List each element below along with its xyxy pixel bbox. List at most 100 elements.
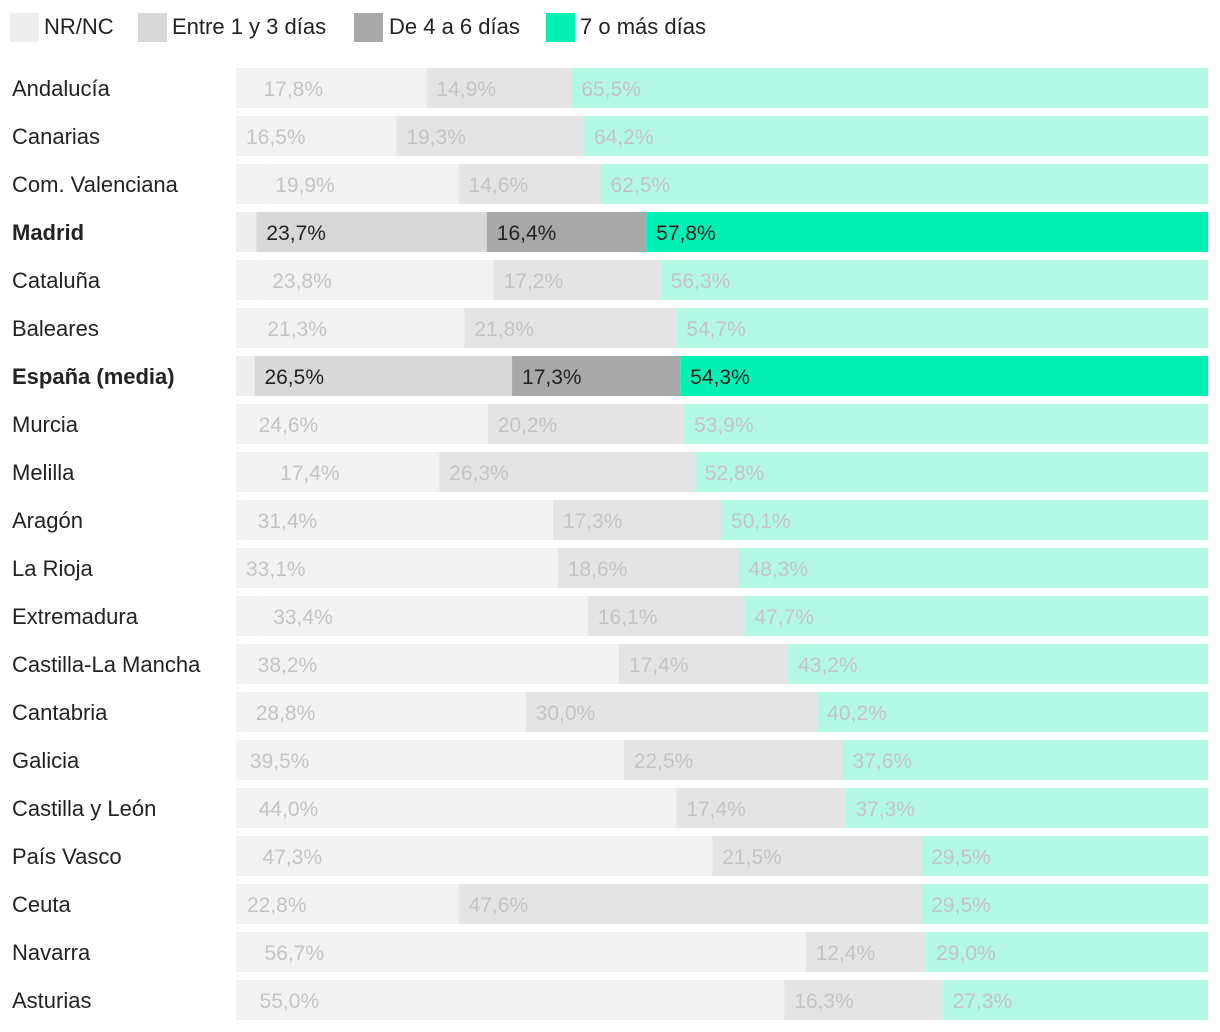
bar-7-o-mas-dias-com-valenciana xyxy=(600,164,1208,204)
value-label-entre-1-y-3-dias-castilla-y-leon: 44,0% xyxy=(259,798,319,821)
bar-entre-1-y-3-dias-murcia xyxy=(248,404,488,444)
value-label-de-4-a-6-dias-asturias: 16,3% xyxy=(794,990,854,1013)
bar-entre-1-y-3-dias-canarias xyxy=(236,116,397,156)
category-label-galicia: Galicia xyxy=(12,748,80,773)
bar-7-o-mas-dias-galicia xyxy=(842,740,1208,780)
bar-nr-nc-castilla-la-mancha xyxy=(236,644,248,684)
bar-entre-1-y-3-dias-castilla-la-mancha xyxy=(247,644,619,684)
bar-de-4-a-6-dias-com-valenciana xyxy=(458,164,601,204)
bar-7-o-mas-dias-cataluna xyxy=(660,260,1208,300)
bar-entre-1-y-3-dias-andalucia xyxy=(253,68,427,108)
bar-entre-1-y-3-dias-cataluna xyxy=(262,260,494,300)
value-label-entre-1-y-3-dias-espana-media: 26,5% xyxy=(264,366,324,389)
value-label-7-o-mas-dias-canarias: 64,2% xyxy=(594,126,654,149)
category-label-melilla: Melilla xyxy=(12,460,75,485)
bar-7-o-mas-dias-asturias xyxy=(942,980,1208,1020)
value-label-de-4-a-6-dias-castilla-la-mancha: 17,4% xyxy=(629,654,689,677)
value-label-7-o-mas-dias-la-rioja: 48,3% xyxy=(749,558,809,581)
category-label-canarias: Canarias xyxy=(12,124,100,149)
value-label-7-o-mas-dias-melilla: 52,8% xyxy=(705,462,765,485)
value-label-entre-1-y-3-dias-aragon: 31,4% xyxy=(258,510,318,533)
bar-7-o-mas-dias-extremadura xyxy=(744,596,1208,636)
bar-entre-1-y-3-dias-extremadura xyxy=(263,596,588,636)
bar-nr-nc-cataluna xyxy=(236,260,263,300)
category-label-aragon: Aragón xyxy=(12,508,83,533)
bar-nr-nc-galicia xyxy=(236,740,240,780)
bar-de-4-a-6-dias-andalucia xyxy=(426,68,572,108)
bar-entre-1-y-3-dias-la-rioja xyxy=(236,548,558,588)
bar-7-o-mas-dias-madrid xyxy=(646,212,1208,252)
bar-7-o-mas-dias-castilla-y-leon xyxy=(845,788,1208,828)
bar-de-4-a-6-dias-pais-vasco xyxy=(712,836,922,876)
value-label-7-o-mas-dias-murcia: 53,9% xyxy=(694,414,754,437)
value-label-entre-1-y-3-dias-andalucia: 17,8% xyxy=(263,78,323,101)
bar-de-4-a-6-dias-baleares xyxy=(464,308,677,348)
value-label-entre-1-y-3-dias-melilla: 17,4% xyxy=(280,462,340,485)
category-label-andalucia: Andalucía xyxy=(12,76,111,101)
value-label-7-o-mas-dias-asturias: 27,3% xyxy=(953,990,1013,1013)
bar-entre-1-y-3-dias-asturias xyxy=(249,980,785,1020)
bar-de-4-a-6-dias-melilla xyxy=(439,452,695,492)
value-label-de-4-a-6-dias-melilla: 26,3% xyxy=(449,462,509,485)
bar-de-4-a-6-dias-castilla-y-leon xyxy=(676,788,846,828)
value-label-de-4-a-6-dias-cataluna: 17,2% xyxy=(504,270,564,293)
value-label-entre-1-y-3-dias-ceuta: 22,8% xyxy=(247,894,307,917)
value-label-entre-1-y-3-dias-madrid: 23,7% xyxy=(266,222,326,245)
bar-entre-1-y-3-dias-com-valenciana xyxy=(265,164,459,204)
value-label-de-4-a-6-dias-pais-vasco: 21,5% xyxy=(722,846,782,869)
category-label-ceuta: Ceuta xyxy=(12,892,71,917)
legend-label-entre-1-y-3-dias: Entre 1 y 3 días xyxy=(172,14,326,39)
category-label-pais-vasco: País Vasco xyxy=(12,844,122,869)
value-label-entre-1-y-3-dias-cataluna: 23,8% xyxy=(272,270,332,293)
bar-nr-nc-extremadura xyxy=(236,596,264,636)
value-label-de-4-a-6-dias-la-rioja: 18,6% xyxy=(568,558,628,581)
bar-nr-nc-melilla xyxy=(236,452,271,492)
legend-swatch-entre-1-y-3-dias xyxy=(138,13,167,42)
bar-7-o-mas-dias-la-rioja xyxy=(738,548,1208,588)
value-label-entre-1-y-3-dias-cantabria: 28,8% xyxy=(256,702,316,725)
value-label-de-4-a-6-dias-aragon: 17,3% xyxy=(563,510,623,533)
bar-nr-nc-navarra xyxy=(236,932,255,972)
value-label-de-4-a-6-dias-baleares: 21,8% xyxy=(474,318,534,341)
bar-entre-1-y-3-dias-aragon xyxy=(247,500,553,540)
bar-de-4-a-6-dias-navarra xyxy=(805,932,927,972)
category-label-espana-media: España (media) xyxy=(12,364,175,389)
bar-7-o-mas-dias-canarias xyxy=(583,116,1208,156)
bar-entre-1-y-3-dias-madrid xyxy=(256,212,487,252)
bar-nr-nc-madrid xyxy=(236,212,257,252)
value-label-de-4-a-6-dias-com-valenciana: 14,6% xyxy=(469,174,529,197)
bar-nr-nc-cantabria xyxy=(236,692,246,732)
bar-de-4-a-6-dias-asturias xyxy=(784,980,943,1020)
legend-swatch-nr-nc xyxy=(10,13,39,42)
bar-nr-nc-andalucia xyxy=(236,68,254,108)
value-label-entre-1-y-3-dias-castilla-la-mancha: 38,2% xyxy=(258,654,318,677)
value-label-7-o-mas-dias-ceuta: 29,5% xyxy=(931,894,991,917)
bar-7-o-mas-dias-aragon xyxy=(721,500,1208,540)
value-label-entre-1-y-3-dias-pais-vasco: 47,3% xyxy=(263,846,323,869)
bar-de-4-a-6-dias-aragon xyxy=(552,500,722,540)
category-label-baleares: Baleares xyxy=(12,316,99,341)
category-label-asturias: Asturias xyxy=(12,988,91,1013)
value-label-7-o-mas-dias-cataluna: 56,3% xyxy=(671,270,731,293)
category-label-navarra: Navarra xyxy=(12,940,91,965)
bar-entre-1-y-3-dias-castilla-y-leon xyxy=(248,788,677,828)
value-label-entre-1-y-3-dias-canarias: 16,5% xyxy=(246,126,306,149)
value-label-de-4-a-6-dias-murcia: 20,2% xyxy=(498,414,558,437)
bar-de-4-a-6-dias-murcia xyxy=(487,404,685,444)
value-label-7-o-mas-dias-extremadura: 47,7% xyxy=(754,606,814,629)
value-label-de-4-a-6-dias-ceuta: 47,6% xyxy=(469,894,529,917)
bar-entre-1-y-3-dias-baleares xyxy=(257,308,465,348)
bar-entre-1-y-3-dias-cantabria xyxy=(245,692,526,732)
bar-7-o-mas-dias-castilla-la-mancha xyxy=(788,644,1208,684)
bar-de-4-a-6-dias-cataluna xyxy=(493,260,661,300)
legend-swatch-de-4-a-6-dias xyxy=(354,13,383,42)
category-label-extremadura: Extremadura xyxy=(12,604,139,629)
bar-7-o-mas-dias-navarra xyxy=(926,932,1208,972)
bar-nr-nc-espana-media xyxy=(236,356,255,396)
value-label-de-4-a-6-dias-canarias: 19,3% xyxy=(406,126,466,149)
category-label-murcia: Murcia xyxy=(12,412,79,437)
bar-7-o-mas-dias-andalucia xyxy=(571,68,1208,108)
value-label-entre-1-y-3-dias-com-valenciana: 19,9% xyxy=(275,174,335,197)
category-label-cataluna: Cataluña xyxy=(12,268,101,293)
value-label-de-4-a-6-dias-madrid: 16,4% xyxy=(497,222,557,245)
